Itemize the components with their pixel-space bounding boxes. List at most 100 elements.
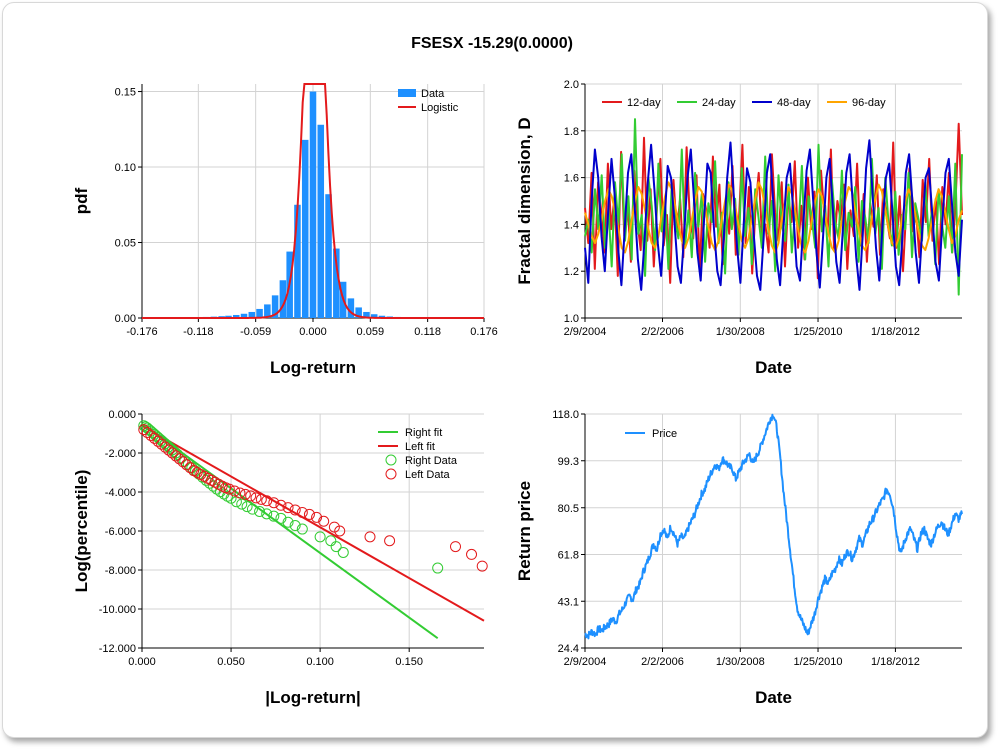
series-line-12-day [584, 122, 963, 284]
y-tick-label: -12.000 [99, 643, 136, 655]
y-tick-label: 1.2 [564, 266, 579, 278]
legend-right-data-label: Right Data [405, 455, 458, 467]
left-data-point [275, 499, 287, 511]
y-tick-label: 0.00 [115, 313, 136, 325]
left-data-point [234, 487, 246, 499]
histogram-bar [264, 304, 271, 318]
left-data-point [229, 485, 241, 497]
legend-logistic-label: Logistic [421, 102, 459, 114]
pdf-histogram-panel: -0.176 -0.118 -0.059 0.000 0.059 0.118 0.176 0.… [72, 83, 498, 377]
right-data-point [337, 546, 349, 558]
legend-price-label: Price [652, 428, 677, 440]
x-tick-label: 0.000 [299, 326, 327, 338]
histogram-bar [325, 194, 332, 318]
return-price-panel: 2/9/2004 2/2/2006 1/30/2008 1/25/2010 1/18/2… [515, 409, 963, 707]
right-data-point [204, 477, 216, 489]
left-data-point [296, 506, 308, 518]
left-data-point [141, 427, 153, 439]
x-tick-label: 0.176 [470, 326, 498, 338]
left-data-point [156, 438, 168, 450]
x-tick-label: 2/2/2006 [641, 656, 684, 668]
right-data-point [289, 520, 301, 532]
histogram-bar [248, 311, 256, 318]
legend-left-data-swatch [385, 468, 397, 480]
y-tick-label: 0.15 [115, 87, 136, 99]
tail-fit-panel: 0.000 0.050 0.100 0.150 0.000 -2.000 -4.000 -6.… [72, 409, 488, 707]
left-data-point [245, 490, 257, 502]
legend-label-24-day: 24-day [702, 97, 736, 109]
right-data-point [268, 510, 280, 522]
y-tick-label: 1.8 [564, 126, 579, 138]
histogram-bar [232, 314, 240, 318]
histogram-bar [301, 139, 309, 318]
y-tick-label: 118.0 [552, 409, 579, 421]
left-data-point [152, 435, 164, 447]
y-tick-label: 0.10 [115, 162, 136, 174]
left-data-point [289, 504, 301, 516]
y-tick-label: 2.0 [564, 79, 579, 91]
left-data-point [303, 508, 315, 520]
y-tick-label: 0.000 [108, 409, 136, 421]
x-axis-label: Date [755, 688, 792, 707]
chart-frame [2, 2, 988, 738]
y-axis-label: Return price [515, 481, 534, 581]
right-data-point [330, 541, 342, 553]
right-data-point [282, 516, 294, 528]
legend-data-label: Data [421, 88, 445, 100]
legend-left-data-label: Left Data [405, 469, 451, 481]
histogram-bar [279, 280, 287, 318]
left-data-point [364, 531, 376, 543]
x-tick-label: 1/18/2012 [871, 326, 920, 338]
x-tick-label: 0.059 [357, 326, 385, 338]
left-data-point [311, 511, 323, 523]
legend-left-fit-label: Left fit [405, 441, 435, 453]
histogram-bar [317, 124, 325, 318]
x-tick-label: 0.100 [306, 656, 334, 668]
legend-data-swatch [398, 89, 416, 97]
x-axis-label: Date [755, 358, 792, 377]
right-data-point [325, 535, 337, 547]
right-data-point [314, 531, 326, 543]
series-line-96-day [584, 181, 963, 254]
left-data-point [138, 424, 150, 436]
right-data-point [432, 562, 444, 574]
histogram-bar [333, 248, 340, 318]
right-data-point [246, 503, 258, 515]
right-data-point [254, 506, 266, 517]
y-tick-label: 1.4 [564, 219, 579, 231]
y-tick-label: 80.5 [558, 503, 579, 515]
left-data-point [181, 459, 193, 471]
histogram-bar [363, 311, 370, 318]
histogram-bar [370, 314, 378, 318]
x-tick-label: -0.176 [126, 326, 157, 338]
histogram-bar [240, 313, 248, 318]
x-tick-label: 1/30/2008 [716, 326, 765, 338]
histogram-bar [378, 315, 386, 318]
x-tick-label: 0.118 [414, 326, 441, 338]
y-tick-label: -4.000 [105, 487, 136, 499]
y-axis-label: Log(percentile) [72, 470, 91, 593]
histogram-bar [294, 204, 301, 318]
right-data-point [236, 498, 248, 510]
left-data-point [170, 450, 182, 462]
x-tick-label: 0.150 [395, 656, 423, 668]
y-tick-label: 61.8 [558, 550, 579, 562]
left-data-point [318, 515, 330, 527]
left-data-point [476, 560, 488, 572]
left-data-point [450, 541, 461, 553]
x-tick-label: -0.118 [183, 326, 213, 338]
left-data-point [282, 502, 294, 514]
left-data-point [466, 548, 478, 560]
left-data-point [148, 432, 160, 444]
y-tick-label: -6.000 [105, 526, 136, 538]
logistic-fit-line [142, 83, 484, 319]
x-tick-label: -0.059 [240, 326, 271, 338]
x-tick-label: 2/9/2004 [564, 326, 607, 338]
legend-label-12-day: 12-day [627, 97, 661, 109]
x-tick-label: 1/25/2010 [794, 326, 843, 338]
histogram-bar [256, 308, 263, 318]
left-fit-line [141, 424, 485, 622]
histogram-bar [225, 315, 232, 318]
right-fit-line [141, 422, 439, 640]
